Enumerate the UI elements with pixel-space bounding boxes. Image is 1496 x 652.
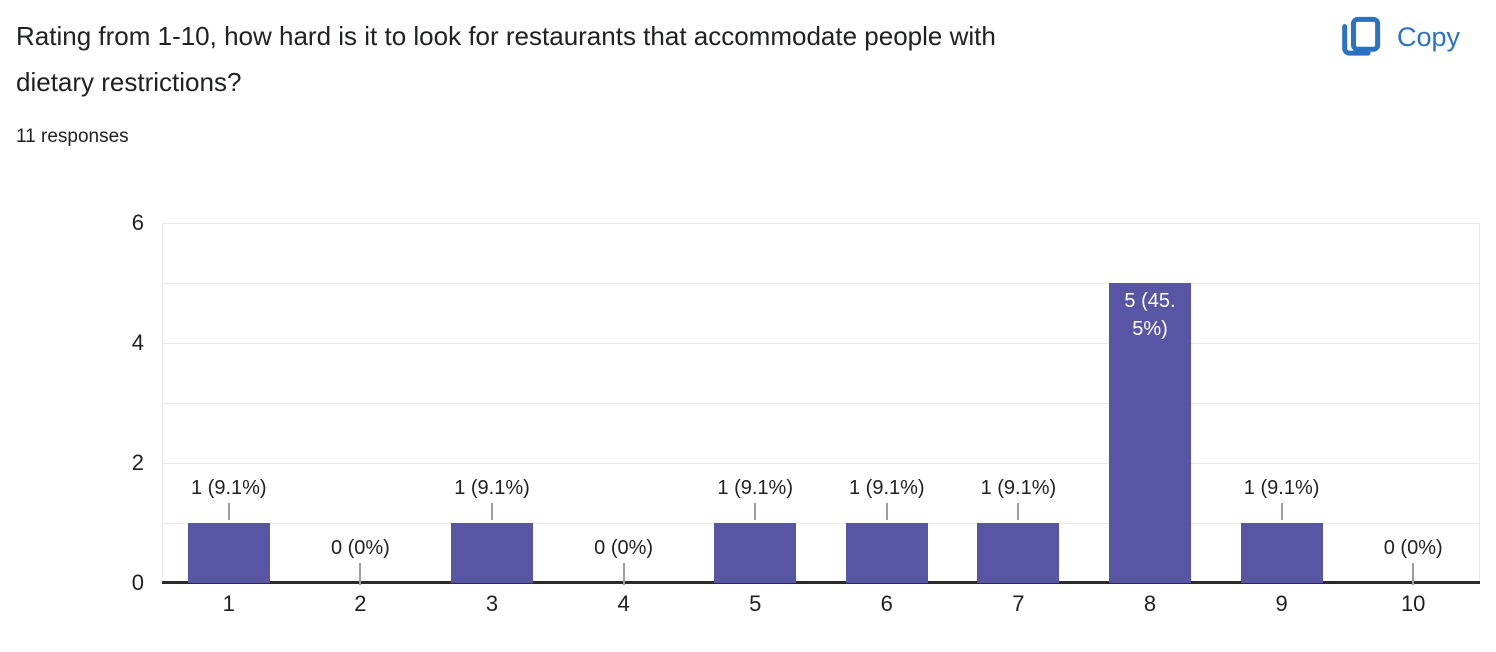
bar-6	[845, 523, 928, 583]
label-leader-line	[1017, 503, 1020, 520]
copy-icon	[1337, 14, 1383, 60]
x-tick-label: 2	[354, 591, 367, 616]
gridline	[163, 223, 1479, 224]
bar-value-label: 1 (9.1%)	[191, 477, 267, 499]
x-tick-label: 5	[749, 591, 762, 616]
label-leader-line	[1412, 563, 1415, 585]
gridline	[163, 403, 1479, 404]
question-title: Rating from 1-10, how hard is it to look…	[16, 13, 1296, 105]
x-tick-label: 9	[1275, 591, 1288, 616]
bar-value-label: 1 (9.1%)	[980, 477, 1057, 499]
x-axis-line	[162, 581, 1480, 584]
bar-value-label: 5 (45. 5%)	[1109, 287, 1191, 343]
bar-value-label-line: 5 (45.	[1124, 290, 1176, 312]
question-title-line1: Rating from 1-10, how hard is it to look…	[16, 21, 996, 51]
bar-value-label: 0 (0%)	[594, 537, 654, 559]
bar-3	[451, 523, 533, 583]
bar-7	[977, 523, 1060, 583]
bar-9	[1240, 523, 1323, 583]
y-tick-label: 6	[131, 210, 144, 235]
bar-1	[187, 523, 270, 583]
gridline	[163, 523, 1479, 524]
label-leader-line	[885, 503, 888, 520]
label-leader-line	[491, 503, 493, 520]
y-tick-label: 4	[131, 330, 144, 355]
label-leader-line	[1280, 503, 1283, 520]
x-tick-label: 7	[1012, 591, 1025, 616]
bar-value-label-line: 5%)	[1132, 318, 1168, 340]
copy-button[interactable]: Copy	[1333, 10, 1464, 64]
bar-value-label: 1 (9.1%)	[454, 477, 530, 499]
bar-value-label: 1 (9.1%)	[717, 477, 793, 499]
x-tick-label: 4	[617, 591, 630, 616]
gridline	[163, 343, 1479, 344]
bar-value-label: 0 (0%)	[330, 537, 390, 559]
x-tick-label: 10	[1400, 591, 1426, 616]
bar-5	[714, 523, 797, 583]
label-leader-line	[227, 503, 230, 520]
bar-value-label: 1 (9.1%)	[849, 477, 925, 499]
x-tick-label: 1	[222, 591, 235, 616]
bar-chart-plot-area: 1 (9.1%) 1 0 (0%) 2 1 (9.1%) 3 0 (0%) 4 1 (9.1%)…	[162, 223, 1480, 616]
y-tick-label: 2	[131, 450, 144, 475]
x-tick-label: 8	[1143, 591, 1157, 616]
label-leader-line	[754, 503, 757, 520]
gridline	[163, 283, 1479, 284]
copy-button-label: Copy	[1396, 21, 1460, 52]
responses-count: 11 responses	[16, 126, 129, 147]
x-tick-label: 3	[485, 591, 499, 616]
x-tick-label: 6	[880, 591, 893, 616]
bar-8	[1109, 283, 1191, 583]
bar-value-label: 0 (0%)	[1383, 537, 1443, 559]
gridline	[163, 463, 1479, 464]
question-title-line2: dietary restrictions?	[16, 67, 242, 97]
label-leader-line	[359, 563, 362, 585]
bar-value-label: 1 (9.1%)	[1243, 477, 1320, 499]
y-tick-label: 0	[131, 570, 144, 595]
label-leader-line	[622, 563, 625, 585]
